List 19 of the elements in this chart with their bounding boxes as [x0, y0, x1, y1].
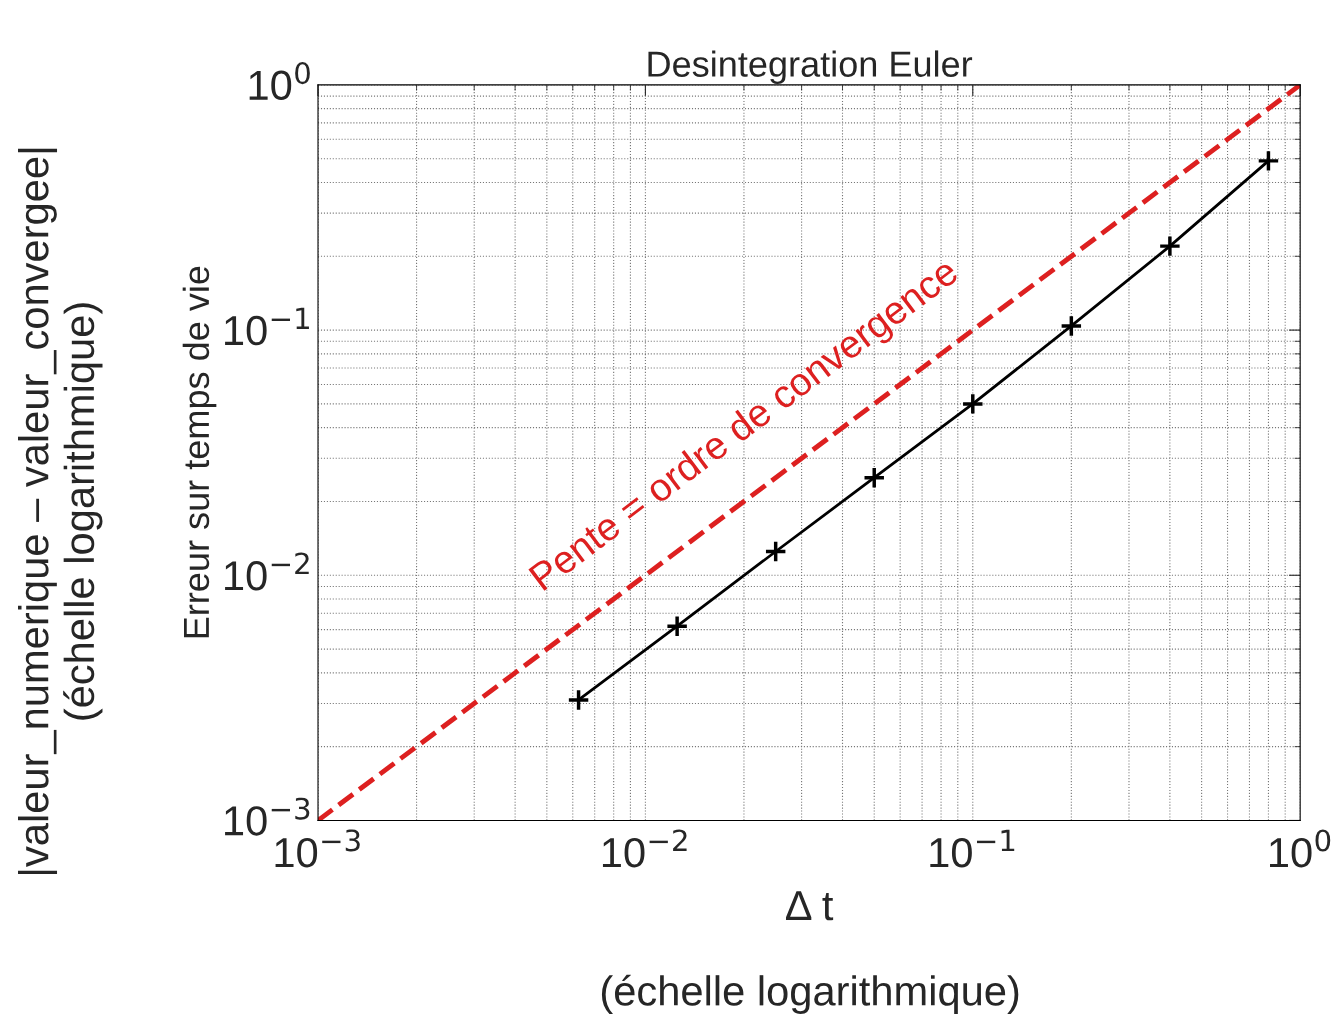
point — [665, 614, 689, 638]
text: |valeur_numerique – valeur_convergee| (échelle logarithmique) — [18, 148, 103, 875]
x-axis-title: Δ t — [785, 891, 834, 921]
point — [567, 688, 591, 712]
y-tick-label: 10$^{−1}$ — [225, 307, 309, 346]
chart-title: Desintegration Euler — [648, 50, 973, 85]
y-tick-label: 10$^{0}$ — [249, 62, 310, 101]
point — [1256, 149, 1280, 173]
point — [764, 540, 788, 563]
x-tick-label: 10$^{0}$ — [1270, 829, 1331, 868]
x-tick-label: 10$^{−2}$ — [602, 829, 687, 868]
y-tick-label: 10$^{−2}$ — [225, 552, 309, 591]
point — [961, 392, 985, 416]
x-tick-label: 10$^{−1}$ — [930, 829, 1015, 868]
y-axis-title: Erreur sur temps de vie — [182, 266, 217, 638]
text: (échelle logarithmique) — [601, 974, 1019, 1015]
point — [862, 466, 886, 490]
point — [1059, 314, 1083, 338]
point — [1158, 234, 1182, 258]
